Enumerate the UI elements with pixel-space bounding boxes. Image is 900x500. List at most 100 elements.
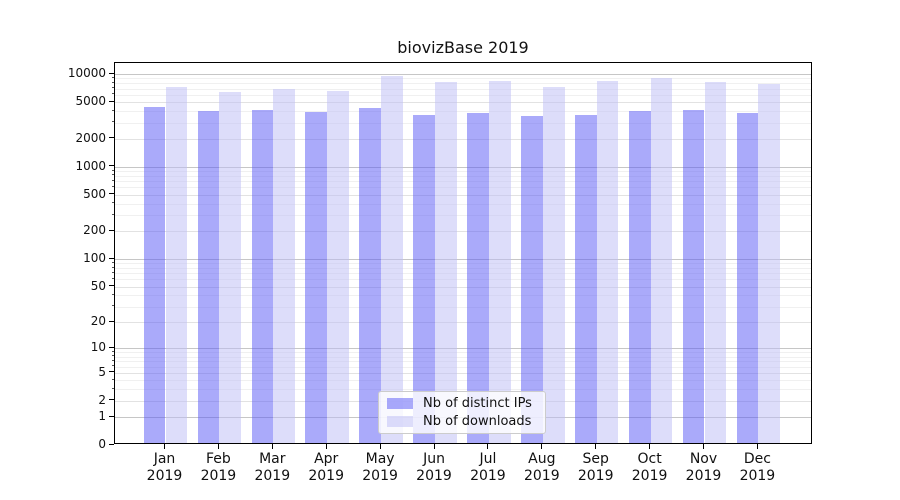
- major-gridline: [115, 322, 811, 324]
- y-minor-tick-mark: [111, 266, 114, 268]
- plot-area: [114, 62, 812, 444]
- bar-distinct-ips: [305, 112, 328, 443]
- x-tick-mark: [595, 444, 597, 449]
- y-tick-mark: [109, 100, 114, 102]
- y-tick-label: 200: [83, 223, 106, 238]
- minor-gridline: [115, 268, 811, 270]
- y-minor-tick-mark: [111, 169, 114, 171]
- y-tick-label: 0: [98, 437, 106, 451]
- x-tick-label: Apr 2019: [308, 451, 344, 484]
- y-tick-label: 1: [98, 409, 106, 424]
- y-tick-label: 100: [83, 251, 106, 266]
- bar-distinct-ips: [413, 115, 435, 443]
- minor-gridline: [115, 122, 811, 124]
- y-minor-tick-mark: [111, 350, 114, 352]
- bar-downloads: [542, 87, 565, 443]
- minor-gridline: [115, 306, 811, 308]
- bar-distinct-ips: [628, 110, 651, 443]
- y-tick-label: 1000: [75, 158, 106, 173]
- bar-downloads: [219, 92, 242, 443]
- y-tick-mark: [109, 415, 114, 417]
- minor-gridline: [115, 175, 811, 177]
- minor-gridline: [115, 215, 811, 217]
- major-gridline: [115, 138, 811, 140]
- bar-distinct-ips: [251, 109, 274, 443]
- minor-gridline: [115, 366, 811, 368]
- y-tick-label: 2000: [75, 130, 106, 145]
- x-tick-label: Nov 2019: [685, 451, 722, 484]
- legend: Nb of distinct IPs Nb of downloads: [378, 391, 546, 434]
- y-minor-tick-mark: [111, 87, 114, 89]
- y-tick-mark: [109, 371, 114, 373]
- major-gridline: [115, 372, 811, 374]
- y-tick-label: 2: [98, 392, 106, 407]
- y-minor-tick-mark: [111, 185, 114, 187]
- y-minor-tick-mark: [111, 202, 114, 204]
- y-tick-mark: [109, 346, 114, 348]
- y-tick-label: 20: [90, 314, 106, 329]
- minor-gridline: [115, 88, 811, 90]
- minor-gridline: [115, 356, 811, 358]
- x-tick-mark: [164, 444, 165, 449]
- major-gridline: [115, 231, 811, 233]
- y-minor-tick-mark: [111, 213, 114, 215]
- minor-gridline: [115, 181, 811, 183]
- bar-downloads: [165, 86, 188, 443]
- bar-distinct-ips: [682, 110, 705, 443]
- x-tick-label: Jun 2019: [416, 451, 452, 484]
- x-tick-mark: [649, 444, 651, 449]
- y-tick-mark: [109, 72, 114, 74]
- y-minor-tick-mark: [111, 293, 114, 295]
- x-tick-label: Feb 2019: [200, 451, 237, 484]
- x-tick-label: Jul 2019: [470, 451, 506, 484]
- bar-downloads: [488, 80, 511, 443]
- y-tick-label: 500: [83, 186, 106, 201]
- major-gridline: [115, 166, 811, 168]
- y-minor-tick-mark: [111, 365, 114, 367]
- minor-gridline: [115, 273, 811, 275]
- minor-gridline: [115, 203, 811, 205]
- y-minor-tick-mark: [111, 305, 114, 307]
- minor-gridline: [115, 78, 811, 80]
- minor-gridline: [115, 380, 811, 382]
- legend-swatch-downloads: [387, 416, 413, 427]
- bar-distinct-ips: [467, 113, 489, 443]
- y-minor-tick-mark: [111, 179, 114, 181]
- x-tick-mark: [541, 444, 543, 449]
- major-gridline: [115, 286, 811, 288]
- bar-downloads: [596, 81, 619, 443]
- x-tick-label: Oct 2019: [631, 451, 668, 484]
- y-tick-mark: [109, 193, 114, 195]
- major-gridline: [115, 348, 811, 350]
- x-tick-label: Sep 2019: [577, 451, 614, 484]
- y-tick-mark: [109, 320, 114, 322]
- y-minor-tick-mark: [111, 76, 114, 78]
- y-tick-mark: [109, 257, 114, 259]
- bar-downloads: [273, 88, 296, 443]
- minor-gridline: [115, 187, 811, 189]
- minor-gridline: [115, 279, 811, 281]
- y-tick-mark: [109, 443, 114, 445]
- y-tick-mark: [109, 137, 114, 139]
- y-minor-tick-mark: [111, 121, 114, 123]
- y-tick-mark: [109, 285, 114, 287]
- bar-distinct-ips: [359, 108, 382, 443]
- minor-gridline: [115, 94, 811, 96]
- y-tick-label: 5000: [75, 94, 106, 109]
- y-tick-label: 50: [90, 278, 106, 293]
- y-minor-tick-mark: [111, 271, 114, 273]
- minor-gridline: [115, 263, 811, 265]
- x-tick-mark: [217, 444, 219, 449]
- minor-gridline: [115, 352, 811, 354]
- y-tick-mark: [109, 165, 114, 167]
- x-tick-label: May 2019: [362, 451, 398, 484]
- y-tick-mark: [109, 399, 114, 401]
- y-minor-tick-mark: [111, 387, 114, 389]
- x-tick-mark: [379, 444, 381, 449]
- y-minor-tick-mark: [111, 174, 114, 176]
- legend-item-label: Nb of downloads: [423, 414, 532, 429]
- legend-item-label: Nb of distinct IPs: [423, 396, 532, 411]
- minor-gridline: [115, 171, 811, 173]
- x-tick-label: Jan 2019: [146, 451, 183, 484]
- x-tick-mark: [325, 444, 327, 449]
